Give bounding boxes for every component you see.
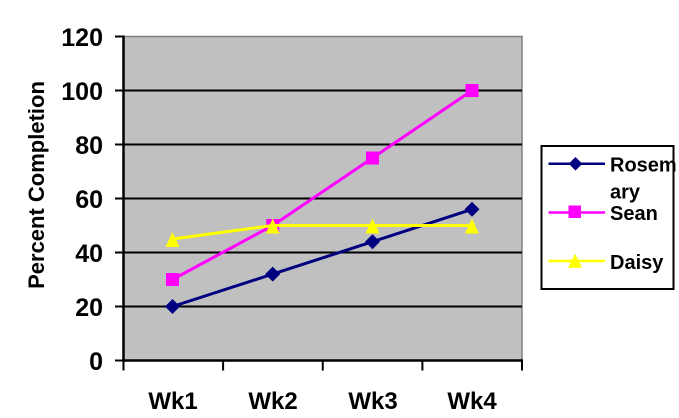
svg-text:20: 20 xyxy=(75,294,103,322)
svg-text:80: 80 xyxy=(75,132,103,160)
svg-text:60: 60 xyxy=(75,186,103,214)
svg-text:Daisy: Daisy xyxy=(610,252,664,274)
svg-text:Wk1: Wk1 xyxy=(148,388,197,413)
svg-text:Wk4: Wk4 xyxy=(447,388,497,413)
svg-text:40: 40 xyxy=(75,240,103,268)
svg-text:ary: ary xyxy=(610,181,641,203)
svg-text:Wk2: Wk2 xyxy=(248,388,297,413)
svg-text:Rosem: Rosem xyxy=(610,154,677,176)
svg-text:120: 120 xyxy=(61,24,103,52)
svg-text:100: 100 xyxy=(61,78,103,106)
svg-text:0: 0 xyxy=(89,348,103,376)
svg-text:Percent Completion: Percent Completion xyxy=(24,81,49,289)
svg-text:Sean: Sean xyxy=(610,203,658,225)
svg-text:Wk3: Wk3 xyxy=(348,388,397,413)
